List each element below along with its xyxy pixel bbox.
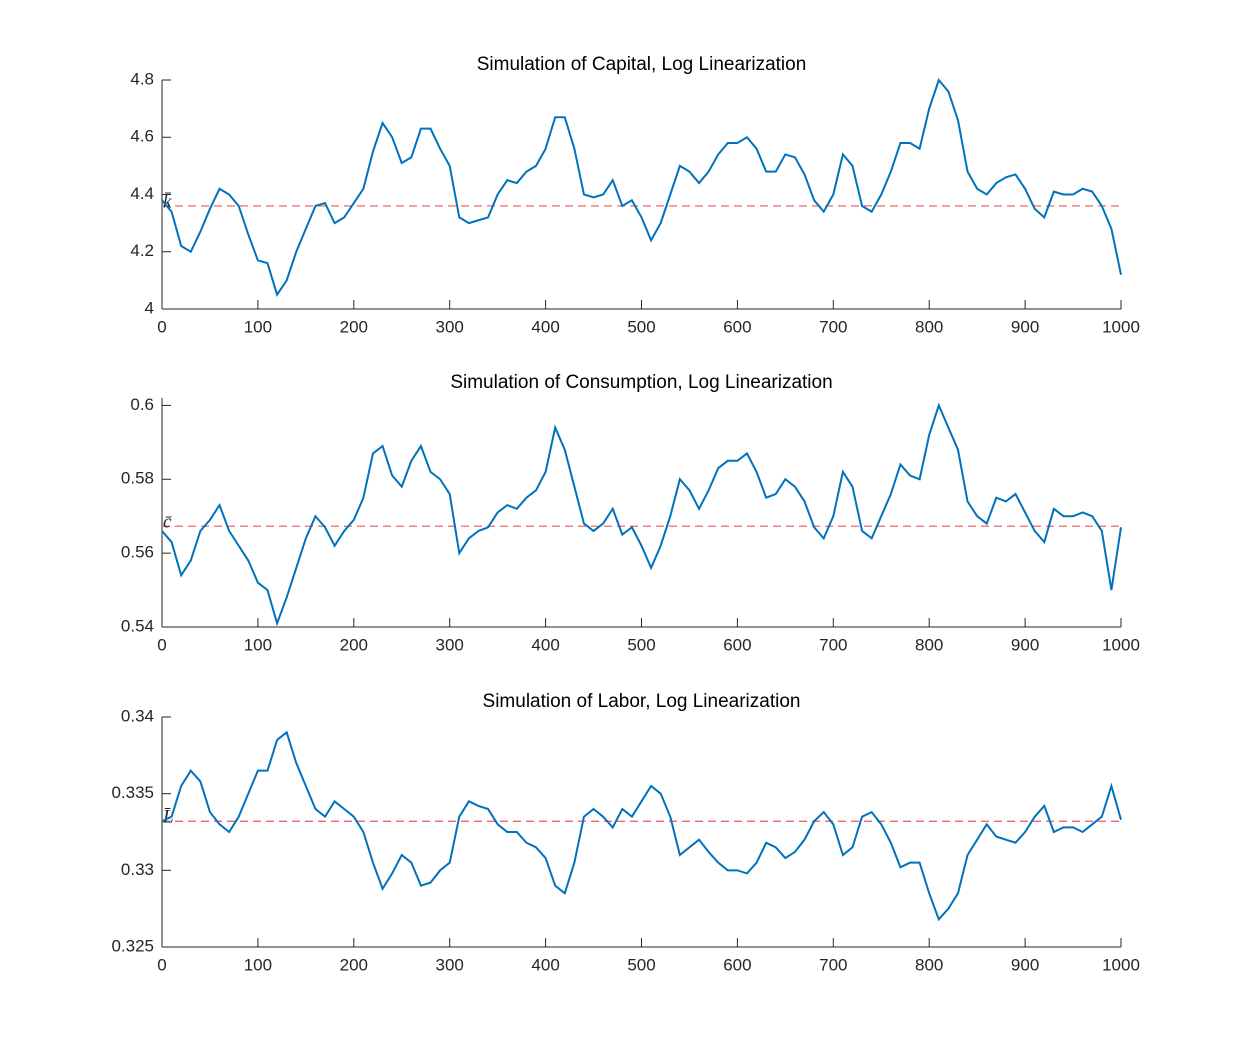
chart-title: Simulation of Capital, Log Linearization [477,54,807,75]
x-tick-label: 700 [819,635,847,654]
x-tick-label: 400 [531,955,559,974]
steady-state-label: c̄ [163,512,172,533]
y-tick-label: 0.34 [121,706,154,725]
y-tick-label: 0.58 [121,469,154,488]
data-line [161,402,1122,627]
x-tick-label: 600 [723,955,751,974]
steady-state-label: L̄ [162,807,174,828]
x-tick-label: 300 [436,317,464,336]
x-tick-label: 500 [627,317,655,336]
x-tick-label: 900 [1011,635,1039,654]
chart-title: Simulation of Consumption, Log Lineariza… [450,372,832,393]
x-tick-label: 300 [436,955,464,974]
y-tick-label: 4.2 [130,241,154,260]
x-tick-label: 500 [627,955,655,974]
x-tick-label: 200 [340,635,368,654]
x-tick-label: 700 [819,955,847,974]
x-tick-label: 1000 [1102,635,1140,654]
y-tick-label: 0.325 [111,936,154,955]
y-tick-label: 0.335 [111,783,154,802]
x-tick-label: 400 [531,635,559,654]
x-tick-label: 600 [723,635,751,654]
y-tick-label: 4.6 [130,127,154,146]
y-tick-label: 4.4 [130,184,154,203]
x-tick-label: 600 [723,317,751,336]
y-tick-label: 0.6 [130,395,154,414]
y-tick-label: 4 [145,298,154,317]
y-tick-label: 0.56 [121,543,154,562]
x-tick-label: 400 [531,317,559,336]
x-tick-label: 100 [244,317,272,336]
data-line [161,730,1122,922]
chart-title: Simulation of Labor, Log Linearization [483,691,801,712]
x-tick-label: 1000 [1102,317,1140,336]
x-tick-label: 200 [340,317,368,336]
x-tick-label: 800 [915,635,943,654]
x-tick-label: 300 [436,635,464,654]
x-tick-label: 900 [1011,317,1039,336]
x-tick-label: 100 [244,955,272,974]
x-tick-label: 200 [340,955,368,974]
y-tick-label: 4.8 [130,69,154,88]
x-tick-label: 900 [1011,955,1039,974]
x-tick-label: 800 [915,317,943,336]
x-tick-label: 800 [915,955,943,974]
y-tick-label: 0.54 [121,616,154,635]
steady-state-label: k̄ [163,191,172,212]
y-tick-label: 0.33 [121,860,154,879]
x-tick-label: 1000 [1102,955,1140,974]
x-tick-label: 500 [627,635,655,654]
x-tick-label: 0 [157,317,166,336]
x-tick-label: 700 [819,317,847,336]
x-tick-label: 0 [157,635,166,654]
x-tick-label: 100 [244,635,272,654]
data-line [161,77,1122,297]
x-tick-label: 0 [157,955,166,974]
